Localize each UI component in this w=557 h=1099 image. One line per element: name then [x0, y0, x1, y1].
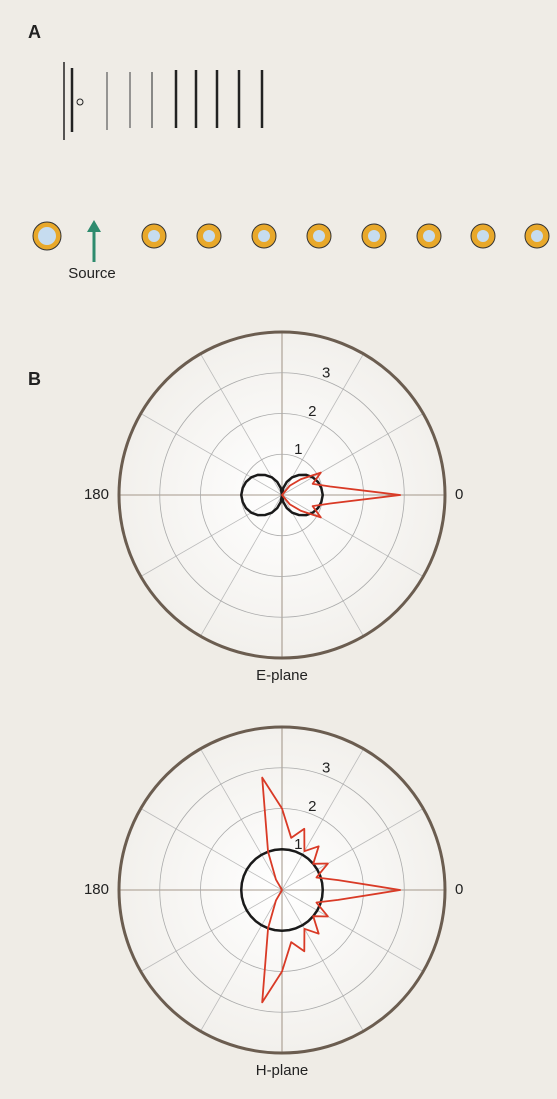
- page: {"panel_a": {"label": "A", "source_label…: [0, 0, 557, 1099]
- panel-label: A: [28, 22, 41, 42]
- r-tick-label: 1: [294, 441, 302, 458]
- panel-label: B: [28, 369, 41, 389]
- theta-tick-label: 180: [84, 881, 109, 898]
- r-tick-label: 2: [308, 403, 316, 420]
- r-tick-label: 3: [322, 760, 330, 777]
- source-label: Source: [68, 265, 116, 282]
- theta-tick-label: 180: [84, 486, 109, 503]
- r-tick-label: 2: [308, 798, 316, 815]
- x-axis-label: H-plane: [256, 1062, 309, 1079]
- theta-tick-label: 0: [455, 486, 463, 503]
- x-axis-label: E-plane: [256, 667, 308, 684]
- theta-tick-label: 0: [455, 881, 463, 898]
- r-tick-label: 3: [322, 365, 330, 382]
- figure: A B Source 1230180E-plane1230180H-plane: [0, 0, 557, 1099]
